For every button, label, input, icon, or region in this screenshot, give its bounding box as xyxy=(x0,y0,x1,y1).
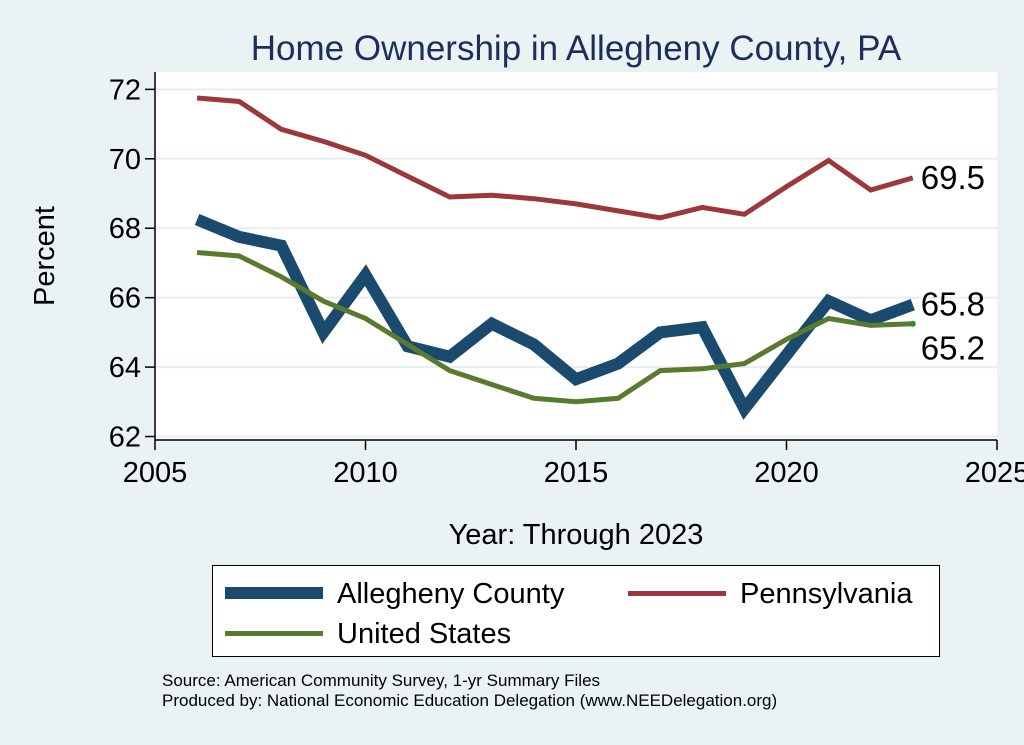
y-axis-label: Percent xyxy=(29,206,61,306)
series-line-united-states xyxy=(196,250,913,405)
produced-by-note: Produced by: National Economic Education… xyxy=(162,691,778,710)
legend-swatch-united-states xyxy=(225,631,323,636)
source-note: Source: American Community Survey, 1-yr … xyxy=(162,671,601,690)
chart-title: Home Ownership in Allegheny County, PA xyxy=(251,29,902,68)
gridlines xyxy=(155,88,997,438)
legend-swatch-allegheny xyxy=(225,587,323,599)
series-line-allegheny xyxy=(194,213,915,420)
y-tick-label: 62 xyxy=(109,422,141,454)
x-tick-label: 2005 xyxy=(123,457,188,489)
end-label-pennsylvania: 69.5 xyxy=(921,159,985,196)
x-axis-label: Year: Through 2023 xyxy=(449,519,704,551)
legend-label-pennsylvania: Pennsylvania xyxy=(740,578,913,610)
axes: 62 64 66 68 70 72 2005 2010 2015 2020 2025 xyxy=(109,72,1024,489)
legend-swatch-pennsylvania xyxy=(628,591,726,596)
x-tick-label: 2010 xyxy=(333,457,398,489)
legend: Allegheny County Pennsylvania United Sta… xyxy=(212,565,940,657)
series-line-pennsylvania xyxy=(196,95,914,221)
y-tick-label: 66 xyxy=(109,283,141,315)
series-lines xyxy=(194,95,916,420)
x-tick-label: 2020 xyxy=(754,457,819,489)
end-label-allegheny: 65.8 xyxy=(921,286,985,323)
end-label-united-states: 65.2 xyxy=(921,330,985,367)
x-tick-label: 2015 xyxy=(544,457,609,489)
legend-label-united-states: United States xyxy=(337,618,512,650)
us-endpoint-marker xyxy=(909,320,916,327)
x-tick-label: 2025 xyxy=(965,457,1024,489)
end-labels: 65.8 69.5 65.2 xyxy=(921,159,985,367)
y-tick-label: 70 xyxy=(109,144,141,176)
legend-label-allegheny: Allegheny County xyxy=(337,578,565,610)
y-tick-label: 64 xyxy=(109,352,141,384)
y-tick-label: 72 xyxy=(109,74,141,106)
y-tick-label: 68 xyxy=(109,213,141,245)
